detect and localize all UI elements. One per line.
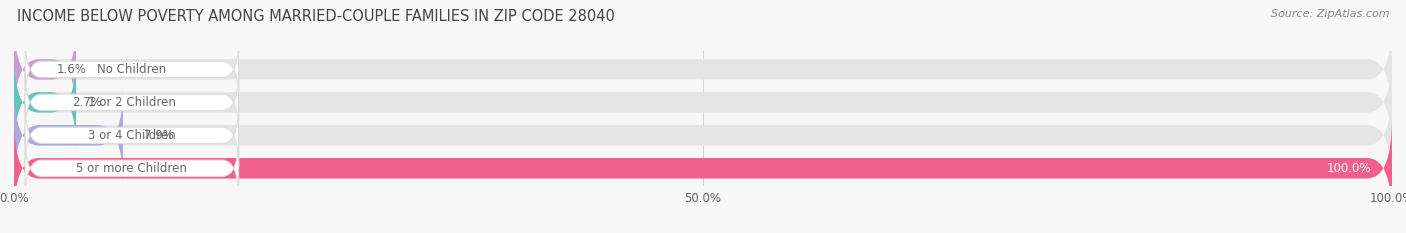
FancyBboxPatch shape [25,38,239,101]
FancyBboxPatch shape [14,20,76,119]
Text: 5 or more Children: 5 or more Children [76,162,187,175]
FancyBboxPatch shape [14,119,1392,217]
FancyBboxPatch shape [14,86,1392,185]
FancyBboxPatch shape [25,71,239,134]
FancyBboxPatch shape [25,104,239,167]
Text: No Children: No Children [97,63,166,76]
FancyBboxPatch shape [14,53,76,151]
Text: 2.7%: 2.7% [72,96,101,109]
Text: 1 or 2 Children: 1 or 2 Children [89,96,176,109]
Text: 3 or 4 Children: 3 or 4 Children [89,129,176,142]
FancyBboxPatch shape [14,86,122,185]
Text: INCOME BELOW POVERTY AMONG MARRIED-COUPLE FAMILIES IN ZIP CODE 28040: INCOME BELOW POVERTY AMONG MARRIED-COUPL… [17,9,614,24]
FancyBboxPatch shape [25,137,239,200]
Text: 7.9%: 7.9% [143,129,173,142]
FancyBboxPatch shape [14,119,1392,217]
FancyBboxPatch shape [14,20,1392,119]
Text: 1.6%: 1.6% [56,63,87,76]
FancyBboxPatch shape [14,53,1392,151]
Text: Source: ZipAtlas.com: Source: ZipAtlas.com [1271,9,1389,19]
Text: 100.0%: 100.0% [1327,162,1371,175]
